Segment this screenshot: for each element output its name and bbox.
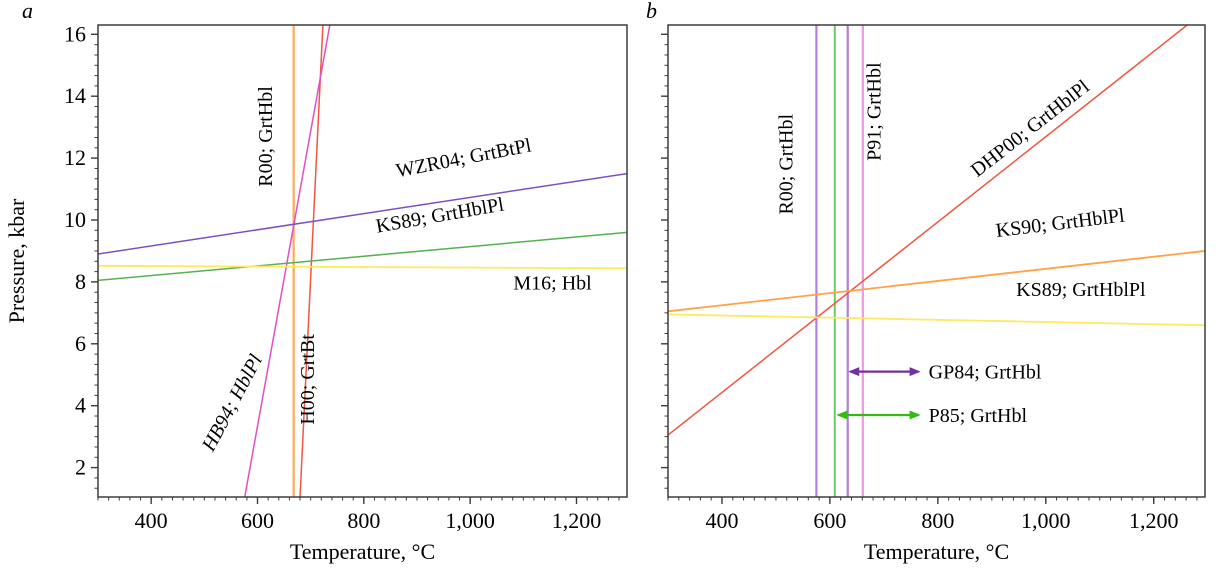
line-label: KS90; GrtHblPl bbox=[995, 204, 1127, 242]
series-line-hb94 bbox=[243, 25, 331, 497]
arrow-head-right bbox=[909, 410, 921, 420]
x-tick-label: 600 bbox=[241, 508, 274, 533]
arrow-head-left bbox=[836, 410, 848, 420]
y-tick-label: 10 bbox=[64, 207, 86, 232]
panel-b: b 400 600 800 1,000 1,200 R00; GrtHbl P91; GrtH… bbox=[646, 0, 1206, 564]
line-label: KS89; GrtHblPl bbox=[374, 193, 506, 237]
y-tick-label: 16 bbox=[64, 21, 86, 46]
series-line-ks89 bbox=[98, 231, 627, 282]
series-group bbox=[668, 25, 1205, 497]
x-tick-label: 800 bbox=[921, 508, 954, 533]
line-label: WZR04; GrtBtPl bbox=[394, 134, 533, 182]
range-arrow-label: GP84; GrtHbl bbox=[929, 362, 1042, 384]
range-arrow-label: P85; GrtHbl bbox=[929, 405, 1028, 427]
panel-a: a 400 600 800 1,000 1,200 2 4 6 8 10 12 14 16 R00; Grt… bbox=[4, 0, 628, 564]
plot-border bbox=[667, 24, 1206, 498]
x-axis-title: Temperature, °C bbox=[290, 539, 435, 564]
y-tick-label: 4 bbox=[75, 393, 86, 418]
y-tick-label: 6 bbox=[75, 331, 86, 356]
panel-letter-b: b bbox=[646, 0, 657, 23]
y-tick-label: 2 bbox=[75, 455, 86, 480]
x-tick-label: 1,200 bbox=[552, 508, 602, 533]
line-label: R00; GrtHbl bbox=[255, 86, 277, 187]
line-label: DHP00; GrtHblPl bbox=[967, 75, 1094, 181]
x-tick-label: 600 bbox=[813, 508, 846, 533]
arrow-head-left bbox=[848, 367, 860, 377]
line-label: M16; Hbl bbox=[513, 273, 592, 295]
y-tick-label: 8 bbox=[75, 269, 86, 294]
arrow-head-right bbox=[909, 367, 921, 377]
series-line-ks89 bbox=[668, 313, 1205, 327]
y-tick-label: 12 bbox=[64, 145, 86, 170]
series-line-wzr04 bbox=[98, 172, 627, 255]
x-tick-label: 1,000 bbox=[1021, 508, 1071, 533]
panel-letter-a: a bbox=[22, 0, 33, 23]
plot-border bbox=[97, 24, 628, 498]
x-tick-label: 1,200 bbox=[1129, 508, 1179, 533]
x-tick-label: 400 bbox=[705, 508, 738, 533]
x-tick-label: 800 bbox=[347, 508, 380, 533]
line-label: HB94; HblPl bbox=[197, 350, 267, 455]
line-label: KS89; GrtHblPl bbox=[1016, 279, 1146, 301]
series-line-ks90 bbox=[668, 250, 1205, 313]
series-line-m16 bbox=[98, 264, 627, 270]
y-axis-title: Pressure, kbar bbox=[4, 198, 29, 323]
range-arrow-p85: P85; GrtHbl bbox=[836, 405, 1027, 427]
line-label: H00; GrtBt bbox=[297, 334, 319, 425]
x-tick-label: 1,000 bbox=[445, 508, 495, 533]
range-arrow-gp84: GP84; GrtHbl bbox=[848, 362, 1042, 384]
line-label: R00; GrtHbl bbox=[776, 114, 798, 215]
y-tick-label: 14 bbox=[64, 83, 86, 108]
series-group bbox=[98, 25, 627, 497]
series-line-dhp00 bbox=[668, 25, 1188, 436]
line-label: P91; GrtHbl bbox=[864, 62, 886, 161]
x-tick-label: 400 bbox=[135, 508, 168, 533]
x-axis-title: Temperature, °C bbox=[864, 539, 1009, 564]
